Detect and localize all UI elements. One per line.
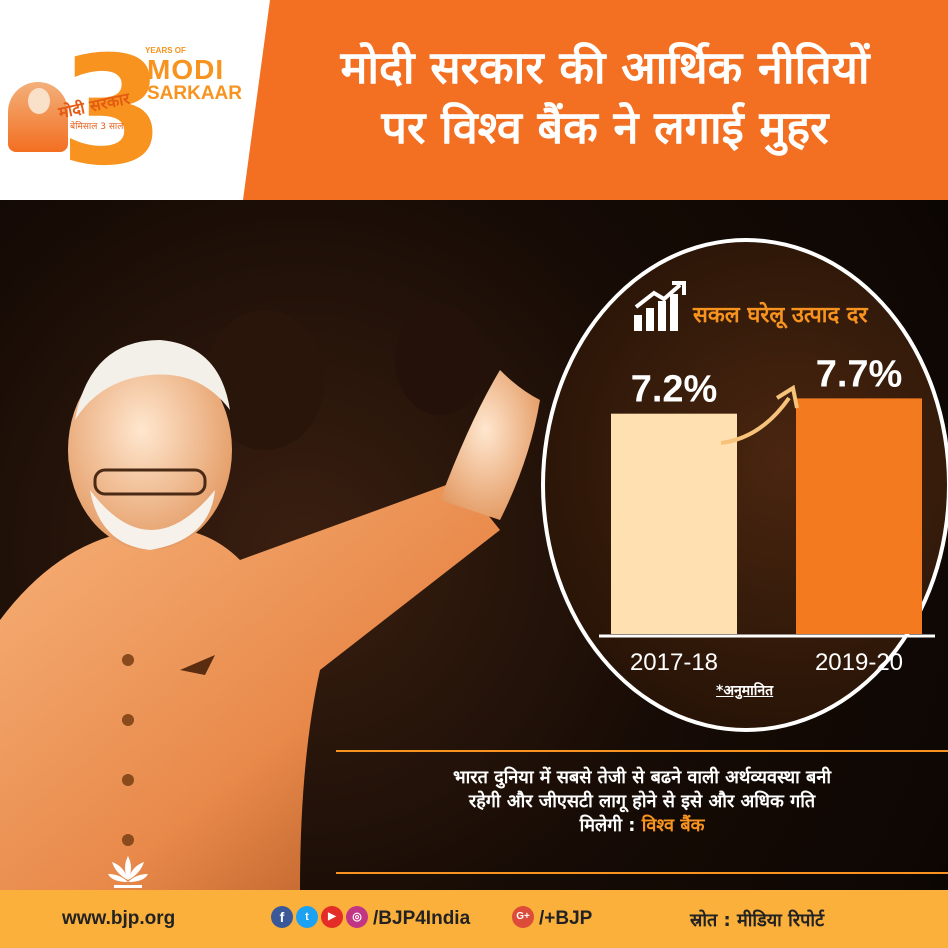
logo-hindi-subtitle: बेमिसाल 3 साल [70,122,124,132]
value-label-2017-18: 7.2% [631,369,718,411]
category-label-2017-18: 2017-18 [630,649,718,676]
source-credit: स्रोत : मीडिया रिपोर्ट [690,910,825,931]
category-label-2019-20: 2019-20 [815,649,903,676]
quote-bottom-rule [336,872,948,874]
chart-title: सकल घरेलू उत्पाद दर [692,301,868,329]
google-plus-handle[interactable]: /+BJP [539,908,593,929]
facebook-icon[interactable]: f [271,906,293,928]
twitter-icon[interactable]: t [296,906,318,928]
growth-arrowhead [775,384,799,409]
bars-group: 7.2% 2017-18 7.7% 2019-20 [611,353,922,676]
quote-source: विश्व बैंक [641,815,705,836]
headline: मोदी सरकार की आर्थिक नीतियों पर विश्व बै… [275,38,935,158]
lotus-icon [108,856,148,888]
logo-sarkaar: SARKAAR [147,83,242,104]
estimate-note: *अनुमानित [716,683,774,699]
social-handle[interactable]: /BJP4India [373,908,471,929]
website-link[interactable]: www.bjp.org [62,908,176,929]
logo-number: 3 [60,25,165,199]
world-bank-quote: भारत दुनिया में सबसे तेजी से बढने वाली अ… [336,766,948,838]
instagram-icon[interactable]: ◎ [346,906,368,928]
quote-line-2: रहेगी और जीएसटी लागू होने से इसे और अधिक… [468,791,816,812]
google-plus-icon[interactable]: G+ [512,906,534,928]
logo-panel: 3 YEARS OF MODI SARKAAR मोदी सरकार बेमिस… [0,0,270,200]
growth-icon [634,281,686,331]
quote-top-rule [336,750,948,752]
growth-arrow [720,396,791,445]
modi-sarkaar-logo: 3 YEARS OF MODI SARKAAR मोदी सरकार बेमिस… [8,25,242,199]
waving-figure-illustration [0,305,540,890]
logo-modi: MODI [147,54,225,85]
logo-years-of: YEARS OF [145,46,186,55]
logo-portrait [8,82,68,152]
quote-line-3: मिलेगी : [579,815,642,836]
youtube-icon[interactable]: ▶ [321,906,343,928]
bar-2017-18 [611,413,737,634]
value-label-2019-20: 7.7% [816,353,903,395]
quote-line-1: भारत दुनिया में सबसे तेजी से बढने वाली अ… [452,767,831,788]
footer-bar [0,890,948,948]
gdp-chart: सकल घरेलू उत्पाद दर 7.2% 2017-18 7.7% 2019-… [599,281,935,676]
bar-2019-20 [796,398,922,634]
headline-line-1: मोदी सरकार की आर्थिक नीतियों [340,41,870,94]
headline-line-2: पर विश्व बैंक ने लगाई मुहर [381,101,829,154]
